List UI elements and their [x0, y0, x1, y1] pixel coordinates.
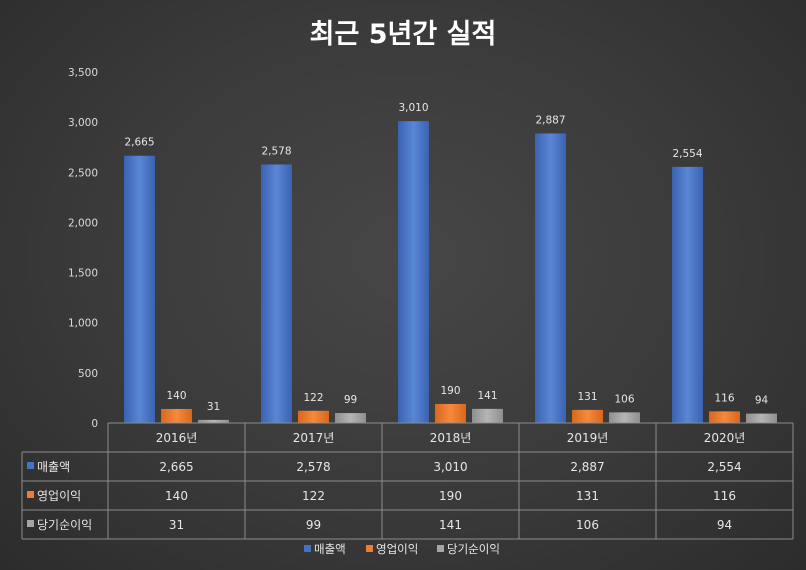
bar-당기순이익-0	[198, 419, 229, 423]
table-cell: 2,887	[570, 460, 604, 474]
bar-영업이익-1	[298, 410, 329, 423]
series-name: 당기순이익	[37, 518, 92, 532]
data-label: 2,665	[124, 137, 154, 149]
table-cell: 131	[576, 489, 599, 503]
series-key	[27, 520, 34, 527]
table-cell: 3,010	[433, 460, 467, 474]
data-label: 122	[303, 392, 323, 404]
category-label: 2020년	[704, 431, 746, 445]
data-label: 140	[166, 390, 186, 402]
table-cell: 2,578	[296, 460, 330, 474]
y-tick-label: 2,000	[68, 217, 98, 229]
bar-영업이익-4	[709, 411, 740, 423]
category-label: 2019년	[567, 431, 609, 445]
y-tick-label: 500	[78, 368, 98, 380]
series-key	[27, 462, 34, 469]
legend-swatch	[304, 545, 311, 552]
chart-title: 최근 5년간 실적	[310, 19, 497, 50]
table-cell: 116	[713, 489, 736, 503]
bar-매출액-3	[535, 133, 566, 423]
bar-매출액-0	[124, 155, 155, 423]
table-cell: 190	[439, 489, 462, 503]
table-cell: 122	[302, 489, 325, 503]
table-cell: 140	[165, 489, 188, 503]
table-cell: 141	[439, 518, 462, 532]
y-tick-label: 0	[91, 418, 98, 430]
y-tick-label: 1,500	[68, 268, 98, 280]
bar-당기순이익-3	[609, 412, 640, 423]
bar-당기순이익-1	[335, 413, 366, 423]
series-name: 매출액	[37, 460, 70, 474]
series-name: 영업이익	[37, 489, 81, 503]
y-axis: 0 500 1,000 1,500 2,000 2,500 3,000 3,500	[68, 67, 98, 430]
bar-당기순이익-2	[472, 408, 503, 423]
data-label: 94	[755, 395, 769, 407]
legend-item: 영업이익	[376, 542, 418, 556]
bars	[124, 121, 777, 423]
series-key	[27, 491, 34, 498]
category-label: 2018년	[430, 431, 472, 445]
bar-영업이익-0	[161, 408, 192, 423]
y-tick-label: 2,500	[68, 167, 98, 179]
bar-매출액-2	[398, 121, 429, 423]
y-tick-label: 1,000	[68, 318, 98, 330]
table-cell: 99	[306, 518, 321, 532]
data-label: 2,578	[261, 145, 291, 157]
data-label: 131	[577, 391, 597, 403]
data-label: 3,010	[398, 102, 428, 114]
table-cell: 94	[717, 518, 732, 532]
bar-영업이익-2	[435, 403, 466, 423]
bar-매출액-4	[672, 166, 703, 423]
legend-swatch	[437, 545, 444, 552]
table-cell: 106	[576, 518, 599, 532]
table-cell: 31	[169, 518, 184, 532]
table-cell: 2,554	[707, 460, 741, 474]
legend-item: 매출액	[314, 542, 346, 556]
data-label: 2,887	[535, 114, 565, 126]
data-label: 190	[440, 385, 460, 397]
bar-매출액-1	[261, 164, 292, 423]
legend: 매출액 영업이익 당기순이익	[304, 542, 500, 556]
legend-item: 당기순이익	[447, 542, 500, 556]
data-label: 116	[714, 392, 734, 404]
bar-당기순이익-4	[746, 413, 777, 423]
bar-영업이익-3	[572, 409, 603, 423]
data-label: 99	[344, 394, 357, 406]
y-tick-label: 3,000	[68, 117, 98, 129]
data-label: 141	[477, 390, 497, 402]
category-label: 2016년	[156, 431, 198, 445]
data-label: 31	[207, 401, 220, 413]
data-label: 106	[614, 393, 634, 405]
table-cell: 2,665	[159, 460, 193, 474]
category-label: 2017년	[293, 431, 335, 445]
legend-swatch	[366, 545, 373, 552]
y-tick-label: 3,500	[68, 67, 98, 79]
data-label: 2,554	[672, 148, 702, 160]
data-labels: 2,665 2,578 3,010 2,887 2,554 140 122 190 131 116…	[124, 102, 768, 413]
